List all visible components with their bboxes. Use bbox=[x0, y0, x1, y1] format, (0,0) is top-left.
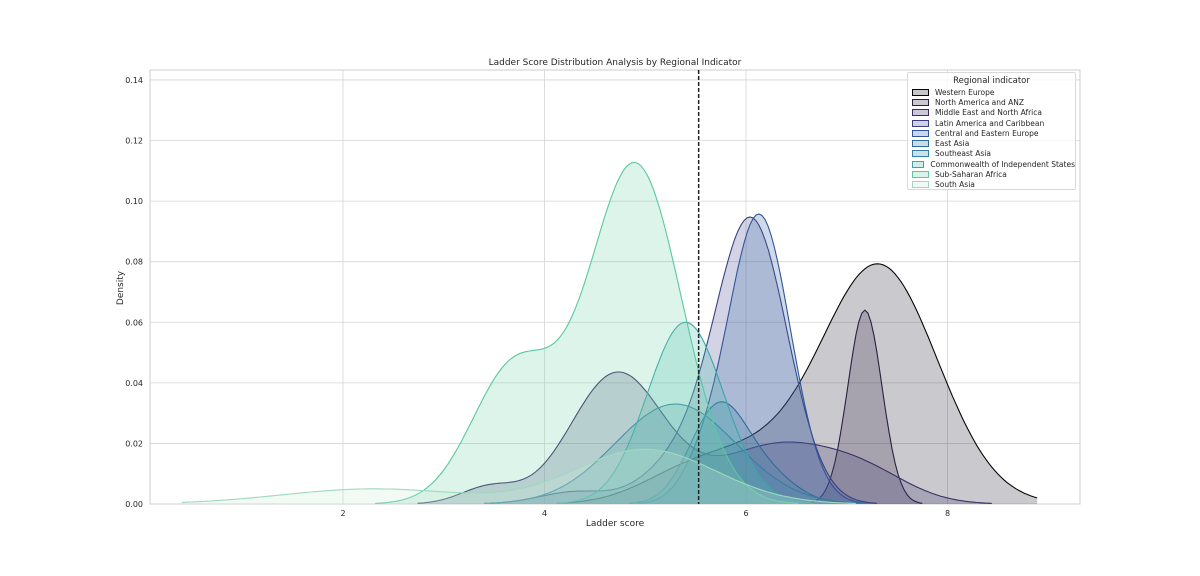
legend-item: Southeast Asia bbox=[908, 149, 1075, 159]
legend-swatch-icon bbox=[912, 98, 929, 106]
legend-swatch-icon bbox=[912, 160, 925, 168]
y-axis-ticks: 0.00 0.02 0.04 0.06 0.08 0.10 0.12 0.14 bbox=[125, 76, 143, 509]
x-tick-label: 4 bbox=[542, 509, 547, 518]
y-tick-label: 0.12 bbox=[125, 137, 143, 146]
legend-label: Central and Eastern Europe bbox=[935, 128, 1039, 138]
legend-item: South Asia bbox=[908, 180, 1075, 190]
y-tick-label: 0.06 bbox=[125, 318, 143, 327]
legend-item: Commonwealth of Independent States bbox=[908, 159, 1075, 169]
legend-item: North America and ANZ bbox=[908, 97, 1075, 107]
density-line bbox=[181, 448, 856, 504]
density-line bbox=[556, 321, 814, 504]
legend-item: Sub-Saharan Africa bbox=[908, 169, 1075, 179]
legend-label: Sub-Saharan Africa bbox=[935, 170, 1007, 180]
legend-label: Western Europe bbox=[935, 87, 995, 97]
density-area bbox=[417, 372, 992, 504]
legend-swatch-icon bbox=[912, 181, 929, 189]
density-line bbox=[629, 401, 847, 504]
legend-label: Latin America and Caribbean bbox=[935, 118, 1045, 128]
density-area bbox=[638, 214, 868, 504]
legend-item: Latin America and Caribbean bbox=[908, 118, 1075, 128]
x-tick-label: 2 bbox=[340, 509, 345, 518]
x-axis-label: Ladder score bbox=[586, 519, 645, 529]
legend-label: South Asia bbox=[935, 180, 975, 190]
legend-item: East Asia bbox=[908, 138, 1075, 148]
legend-label: Southeast Asia bbox=[935, 149, 991, 159]
legend-swatch-icon bbox=[912, 129, 929, 137]
legend-swatch-icon bbox=[912, 171, 929, 179]
y-tick-label: 0.08 bbox=[125, 258, 143, 267]
x-tick-label: 8 bbox=[945, 509, 950, 518]
legend-title: Regional indicator bbox=[953, 76, 1030, 86]
legend-swatch-icon bbox=[912, 109, 929, 117]
y-tick-label: 0.00 bbox=[125, 500, 143, 509]
y-tick-label: 0.14 bbox=[125, 76, 143, 85]
legend-swatch-icon bbox=[912, 88, 929, 96]
density-line bbox=[483, 403, 868, 504]
legend: Regional indicator Western Europe North A… bbox=[907, 72, 1076, 190]
y-tick-label: 0.04 bbox=[125, 379, 143, 388]
x-tick-label: 6 bbox=[743, 509, 748, 518]
density-area bbox=[556, 263, 1038, 504]
y-tick-label: 0.10 bbox=[125, 197, 143, 206]
density-area bbox=[375, 162, 799, 504]
legend-label: East Asia bbox=[935, 139, 970, 149]
density-line bbox=[638, 213, 868, 504]
legend-swatch-icon bbox=[912, 150, 929, 158]
legend-swatch-icon bbox=[912, 140, 929, 148]
legend-swatch-icon bbox=[912, 119, 929, 127]
density-curves bbox=[181, 161, 1038, 504]
chart-title: Ladder Score Distribution Analysis by Re… bbox=[489, 58, 742, 68]
density-line bbox=[417, 371, 992, 504]
density-line bbox=[556, 263, 1038, 504]
x-axis-ticks: 2 4 6 8 bbox=[340, 509, 950, 518]
legend-label: Middle East and North Africa bbox=[935, 108, 1042, 118]
density-area bbox=[629, 401, 847, 504]
y-axis-label: Density bbox=[116, 270, 126, 305]
density-line bbox=[375, 161, 799, 504]
density-area bbox=[181, 449, 856, 504]
y-tick-label: 0.02 bbox=[125, 439, 143, 448]
legend-item: Middle East and North Africa bbox=[908, 108, 1075, 118]
density-area bbox=[490, 217, 877, 504]
legend-label: North America and ANZ bbox=[935, 97, 1025, 107]
legend-label: Commonwealth of Independent States bbox=[930, 159, 1075, 169]
legend-item: Central and Eastern Europe bbox=[908, 128, 1075, 138]
density-area bbox=[807, 310, 923, 504]
density-line bbox=[807, 309, 923, 504]
legend-item: Western Europe bbox=[908, 87, 1075, 97]
